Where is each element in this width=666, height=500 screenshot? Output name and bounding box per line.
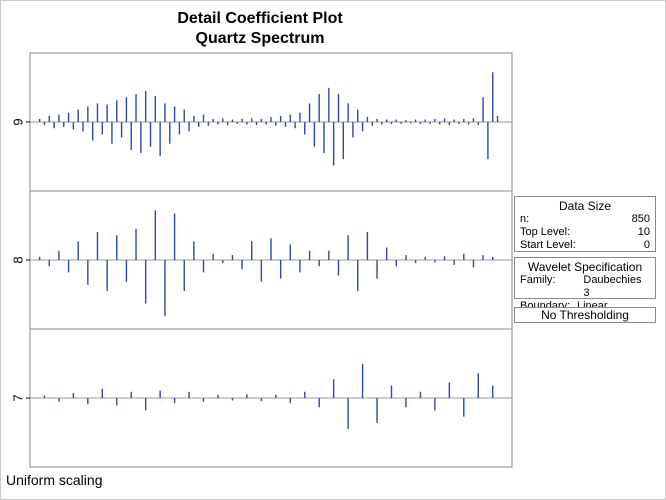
wavelet-spec-value: Daubechies 3 <box>583 274 642 299</box>
threshold-box: No Thresholding <box>514 307 656 323</box>
data-size-value: 0 <box>643 239 650 251</box>
data-size-row-start-level: Start Level: 0 <box>515 239 655 252</box>
wavelet-spec-heading: Wavelet Specification <box>527 260 643 274</box>
footer-note: Uniform scaling <box>6 472 103 488</box>
data-size-value: 850 <box>631 213 650 225</box>
data-size-heading: Data Size <box>558 199 612 213</box>
wavelet-spec-label: Family: <box>520 274 556 286</box>
data-size-row-top-level: Top Level: 10 <box>515 226 655 239</box>
threshold-label: No Thresholding <box>541 308 629 322</box>
wavelet-spec-row-family: Family: Daubechies 3 <box>515 274 655 300</box>
chart-subtitle: Quartz Spectrum <box>195 30 325 47</box>
data-size-label: Top Level: <box>520 226 571 238</box>
data-size-value: 10 <box>637 226 650 238</box>
wavelet-spec-box: Wavelet Specification Family: Daubechies… <box>514 257 656 325</box>
data-size-row-n: n: 850 <box>515 213 655 226</box>
level-7-label: 7 <box>11 394 26 401</box>
data-size-label: n: <box>520 213 530 225</box>
data-size-label: Start Level: <box>520 239 576 251</box>
level-9-label: 9 <box>11 118 26 125</box>
chart-title: Detail Coefficient Plot <box>177 10 343 27</box>
level-8-label: 8 <box>11 256 26 263</box>
data-size-box: Data Size n: 850 Top Level: 10 Start Lev… <box>514 196 656 252</box>
